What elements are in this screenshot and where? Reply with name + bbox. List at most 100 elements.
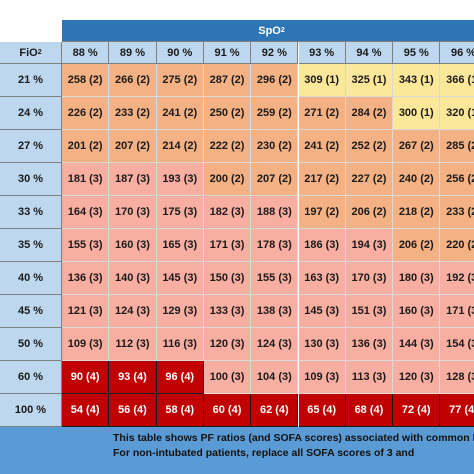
cell: 201 (2)	[62, 130, 110, 163]
fio2-sub: 2	[37, 49, 42, 56]
cell: 250 (2)	[203, 97, 252, 130]
cell: 72 (4)	[393, 394, 441, 427]
cell: 77 (4)	[440, 394, 474, 427]
cell: 186 (3)	[298, 229, 346, 262]
column-header: 92 %	[251, 42, 299, 64]
column-header: 93 %	[298, 42, 346, 64]
cell: 112 (3)	[109, 328, 157, 361]
cell: 145 (3)	[298, 295, 346, 328]
cell: 206 (2)	[345, 196, 394, 229]
cell: 100 (3)	[203, 361, 252, 394]
spo2-sub: 2	[280, 27, 285, 34]
column-header: 90 %	[156, 42, 204, 64]
cell: 233 (2)	[440, 196, 474, 229]
cell: 227 (2)	[345, 163, 394, 196]
cell: 170 (3)	[109, 196, 157, 229]
cell: 192 (3)	[440, 262, 474, 295]
cell: 160 (3)	[109, 229, 157, 262]
cell: 113 (3)	[345, 361, 394, 394]
cell: 68 (4)	[345, 394, 394, 427]
cell: 145 (3)	[156, 262, 204, 295]
cell: 124 (3)	[251, 328, 299, 361]
cell: 136 (3)	[345, 328, 394, 361]
cell: 233 (2)	[109, 97, 157, 130]
cell: 193 (3)	[156, 163, 204, 196]
cell: 163 (3)	[298, 262, 346, 295]
column-header: 96 %	[440, 42, 474, 64]
cell: 124 (3)	[109, 295, 157, 328]
cell: 241 (2)	[156, 97, 204, 130]
row-header: 27 %	[0, 130, 62, 163]
cell: 171 (3)	[203, 229, 252, 262]
cell: 226 (2)	[62, 97, 110, 130]
cell: 258 (2)	[62, 64, 110, 97]
column-header: 88 %	[62, 42, 110, 64]
cell: 256 (2)	[440, 163, 474, 196]
row-header: 60 %	[0, 361, 62, 394]
cell: 275 (2)	[156, 64, 204, 97]
column-header: 95 %	[393, 42, 441, 64]
cell: 120 (3)	[203, 328, 252, 361]
cell: 220 (2)	[440, 229, 474, 262]
footer: This table shows PF ratios (and SOFA sco…	[0, 427, 474, 474]
cell: 267 (2)	[393, 130, 441, 163]
cell: 271 (2)	[298, 97, 346, 130]
cell: 181 (3)	[62, 163, 110, 196]
cell: 116 (3)	[156, 328, 204, 361]
footer-line: This table shows PF ratios (and SOFA sco…	[113, 432, 474, 444]
cell: 171 (3)	[440, 295, 474, 328]
cell: 287 (2)	[203, 64, 252, 97]
row-header: 100 %	[0, 394, 62, 427]
footer-line: For non-intubated patients, replace all …	[113, 447, 415, 459]
row-header: 45 %	[0, 295, 62, 328]
cell: 170 (3)	[345, 262, 394, 295]
cell: 150 (3)	[203, 262, 252, 295]
cell: 58 (4)	[156, 394, 204, 427]
cell: 121 (3)	[62, 295, 110, 328]
cell: 266 (2)	[109, 64, 157, 97]
cell: 300 (1)	[393, 97, 441, 130]
cell: 109 (3)	[62, 328, 110, 361]
cell: 207 (2)	[109, 130, 157, 163]
cell: 154 (3)	[440, 328, 474, 361]
cell: 309 (1)	[298, 64, 346, 97]
cell: 259 (2)	[251, 97, 299, 130]
cell: 366 (1)	[440, 64, 474, 97]
row-header: 40 %	[0, 262, 62, 295]
fio2-text: FiO	[19, 46, 38, 59]
row-header: 21 %	[0, 64, 62, 97]
row-header: 35 %	[0, 229, 62, 262]
cell: 104 (3)	[251, 361, 299, 394]
cell: 54 (4)	[62, 394, 110, 427]
cell: 133 (3)	[203, 295, 252, 328]
cell: 222 (2)	[203, 130, 252, 163]
cell: 136 (3)	[62, 262, 110, 295]
cell: 155 (3)	[62, 229, 110, 262]
cell: 109 (3)	[298, 361, 346, 394]
cell: 178 (3)	[251, 229, 299, 262]
cell: 151 (3)	[345, 295, 394, 328]
cell: 207 (2)	[251, 163, 299, 196]
cell: 129 (3)	[156, 295, 204, 328]
column-header: 89 %	[109, 42, 157, 64]
cell: 325 (1)	[345, 64, 394, 97]
cell: 194 (3)	[345, 229, 394, 262]
cell: 284 (2)	[345, 97, 394, 130]
cell: 140 (3)	[109, 262, 157, 295]
cell: 240 (2)	[393, 163, 441, 196]
cell: 241 (2)	[298, 130, 346, 163]
cell: 230 (2)	[251, 130, 299, 163]
cell: 144 (3)	[393, 328, 441, 361]
cell: 180 (3)	[393, 262, 441, 295]
cell: 197 (2)	[298, 196, 346, 229]
cell: 164 (3)	[62, 196, 110, 229]
cell: 343 (1)	[393, 64, 441, 97]
column-header: 91 %	[203, 42, 252, 64]
cell: 96 (4)	[156, 361, 204, 394]
cell: 138 (3)	[251, 295, 299, 328]
cell: 120 (3)	[393, 361, 441, 394]
cell: 62 (4)	[251, 394, 299, 427]
cell: 296 (2)	[251, 64, 299, 97]
spo2-text: SpO	[258, 24, 281, 37]
